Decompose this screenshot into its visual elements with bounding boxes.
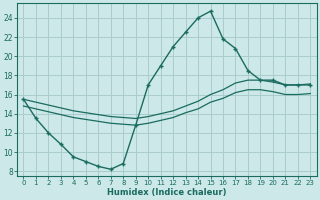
X-axis label: Humidex (Indice chaleur): Humidex (Indice chaleur): [107, 188, 227, 197]
